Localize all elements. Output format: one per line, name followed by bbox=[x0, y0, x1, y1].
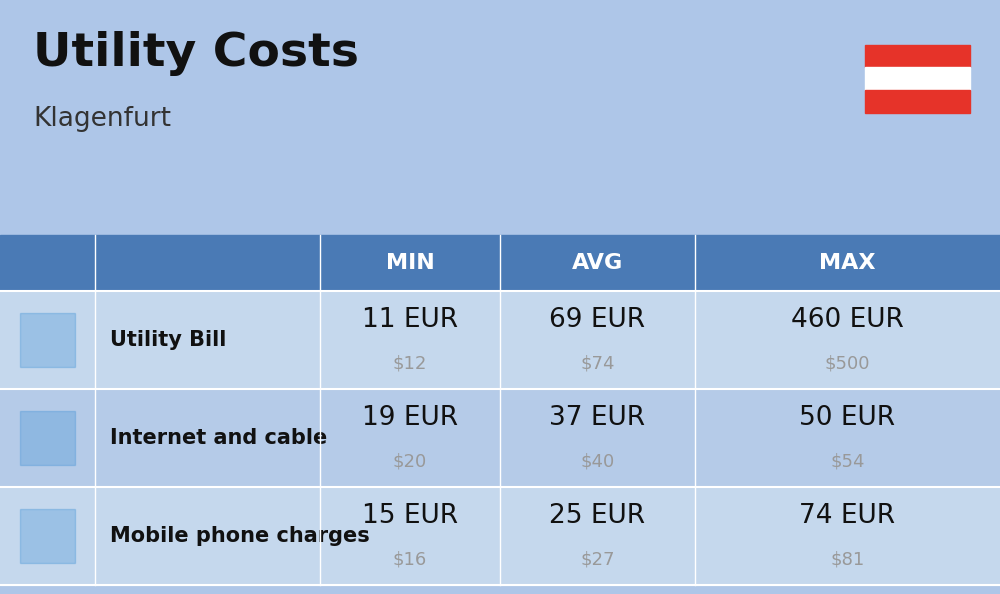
Text: Utility Costs: Utility Costs bbox=[33, 31, 359, 76]
Text: 460 EUR: 460 EUR bbox=[791, 308, 904, 333]
Bar bbox=[20, 314, 75, 366]
Text: 25 EUR: 25 EUR bbox=[549, 504, 646, 529]
Text: $40: $40 bbox=[580, 453, 615, 471]
Bar bbox=[0, 291, 1000, 389]
Text: MAX: MAX bbox=[819, 253, 876, 273]
Text: 19 EUR: 19 EUR bbox=[362, 406, 458, 431]
Bar bbox=[865, 67, 970, 90]
Text: MIN: MIN bbox=[386, 253, 434, 273]
Bar bbox=[865, 45, 970, 67]
Bar bbox=[0, 487, 1000, 585]
Text: 11 EUR: 11 EUR bbox=[362, 308, 458, 333]
Text: $20: $20 bbox=[393, 453, 427, 471]
Text: Klagenfurt: Klagenfurt bbox=[33, 106, 171, 132]
Text: 50 EUR: 50 EUR bbox=[799, 406, 896, 431]
Text: $74: $74 bbox=[580, 355, 615, 373]
Bar bbox=[20, 411, 75, 465]
Text: 74 EUR: 74 EUR bbox=[799, 504, 896, 529]
Text: $500: $500 bbox=[825, 355, 870, 373]
Text: $12: $12 bbox=[393, 355, 427, 373]
Text: 15 EUR: 15 EUR bbox=[362, 504, 458, 529]
Text: AVG: AVG bbox=[572, 253, 623, 273]
Text: $54: $54 bbox=[830, 453, 865, 471]
Bar bbox=[0, 235, 1000, 291]
Text: $27: $27 bbox=[580, 551, 615, 569]
Text: $16: $16 bbox=[393, 551, 427, 569]
Bar bbox=[20, 510, 75, 563]
Text: $81: $81 bbox=[830, 551, 865, 569]
Text: 69 EUR: 69 EUR bbox=[549, 308, 646, 333]
Text: 37 EUR: 37 EUR bbox=[549, 406, 646, 431]
Text: Internet and cable: Internet and cable bbox=[110, 428, 327, 448]
Text: Mobile phone charges: Mobile phone charges bbox=[110, 526, 370, 546]
Bar bbox=[865, 90, 970, 113]
Text: Utility Bill: Utility Bill bbox=[110, 330, 226, 350]
Bar bbox=[0, 389, 1000, 487]
